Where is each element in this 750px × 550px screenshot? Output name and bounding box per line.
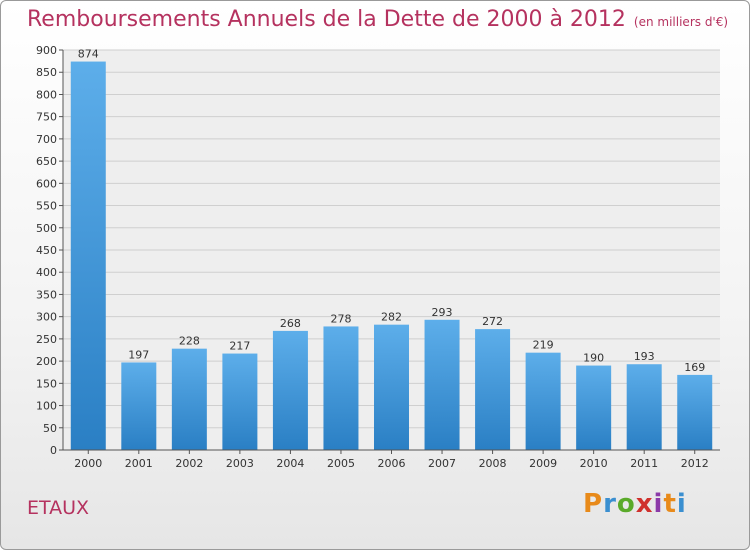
y-tick-label: 500 <box>36 222 57 235</box>
x-tick-label: 2006 <box>378 457 406 470</box>
y-tick-label: 150 <box>36 377 57 390</box>
bar <box>323 326 359 450</box>
x-tick-label: 2005 <box>327 457 355 470</box>
y-tick-label: 50 <box>43 422 57 435</box>
logo-letter: i <box>676 489 687 519</box>
chart-unit: (en milliers d'€) <box>633 15 729 29</box>
bar <box>626 364 662 450</box>
logo-letter: r <box>603 489 617 519</box>
x-tick-label: 2012 <box>681 457 709 470</box>
y-tick-label: 200 <box>36 355 57 368</box>
y-tick-label: 0 <box>50 444 57 457</box>
y-tick-label: 850 <box>36 66 57 79</box>
logo-letter: P <box>583 489 604 519</box>
x-tick-label: 2010 <box>580 457 608 470</box>
data-label: 197 <box>128 348 149 361</box>
bar <box>222 353 258 450</box>
bar <box>475 329 511 450</box>
y-tick-label: 300 <box>36 311 57 324</box>
x-tick-label: 2011 <box>630 457 658 470</box>
y-tick-label: 250 <box>36 333 57 346</box>
x-axis: 2000 2001 2002 2003 2004 2005 2006 2007 2008 2009… <box>63 449 720 470</box>
x-tick-label: 2003 <box>226 457 254 470</box>
bar <box>70 61 106 451</box>
x-tick-label: 2001 <box>125 457 153 470</box>
bar <box>424 319 460 450</box>
x-tick-label: 2000 <box>74 457 102 470</box>
bars: 874 197 228 217 268 278 282 293 272 219 190 193 169 <box>70 48 713 451</box>
bar <box>576 365 612 450</box>
y-tick-label: 700 <box>36 133 57 146</box>
logo-letter: i <box>653 489 664 519</box>
chart-title: Remboursements Annuels de la Dette de 20… <box>27 7 728 32</box>
x-tick-label: 2008 <box>479 457 507 470</box>
y-tick-label: 800 <box>36 88 57 101</box>
chart-title-text: Remboursements Annuels de la Dette de 20… <box>27 7 626 32</box>
y-tick-label: 100 <box>36 400 57 413</box>
data-label: 228 <box>179 335 200 348</box>
proxiti-logo: Proxiti <box>583 489 687 519</box>
y-axis: 0 50 100 150 200 250 300 350 400 450 500 550 600 650 7… <box>36 44 64 457</box>
x-tick-label: 2004 <box>276 457 304 470</box>
data-label: 282 <box>381 311 402 324</box>
y-tick-label: 400 <box>36 266 57 279</box>
bar <box>525 352 561 450</box>
commune-name: ETAUX <box>27 497 90 519</box>
x-tick-label: 2002 <box>175 457 203 470</box>
bar <box>374 324 409 450</box>
data-label: 874 <box>78 48 99 61</box>
logo-letter: o <box>616 489 636 519</box>
bar <box>121 362 157 450</box>
x-tick-label: 2007 <box>428 457 456 470</box>
data-label: 217 <box>229 340 250 353</box>
bar <box>677 374 713 450</box>
bar <box>171 348 207 450</box>
y-tick-label: 900 <box>36 44 57 57</box>
x-tick-label: 2009 <box>529 457 557 470</box>
logo-letter: x <box>635 489 654 519</box>
y-tick-label: 750 <box>36 111 57 124</box>
logo-letter: t <box>663 489 677 519</box>
data-label: 293 <box>432 306 453 319</box>
y-tick-label: 550 <box>36 200 57 213</box>
data-label: 169 <box>684 361 705 374</box>
y-tick-label: 450 <box>36 244 57 257</box>
y-tick-label: 350 <box>36 288 57 301</box>
y-tick-label: 650 <box>36 155 57 168</box>
data-label: 268 <box>280 317 301 330</box>
data-label: 278 <box>330 312 351 325</box>
bar <box>272 330 308 450</box>
data-label: 190 <box>583 352 604 365</box>
y-tick-label: 600 <box>36 177 57 190</box>
data-label: 272 <box>482 315 503 328</box>
data-label: 193 <box>634 350 655 363</box>
data-label: 219 <box>533 339 554 352</box>
